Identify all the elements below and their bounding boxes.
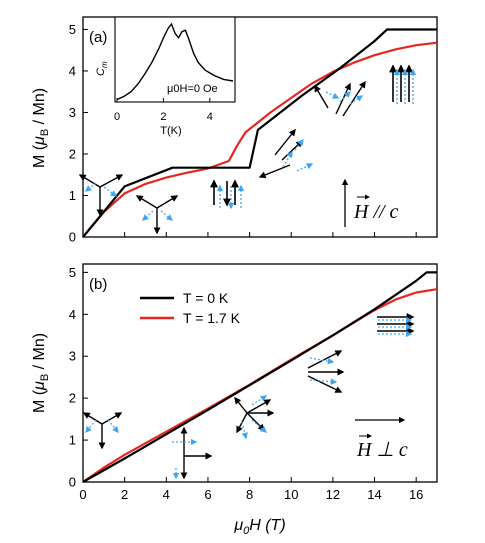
panel-b-y-ticks: 0 1 2 3 4 5: [69, 265, 88, 490]
inset-y-label: Cm: [95, 61, 109, 76]
y-tick-label: 3: [69, 105, 76, 120]
inset-annotation: μ0H=0 Oe: [167, 83, 218, 95]
x-tick-label: 12: [326, 487, 340, 502]
spin-config-b-canted: [307, 350, 345, 393]
x-tick-label: 0: [79, 487, 86, 502]
spin-config-b-yshape: [172, 426, 213, 480]
series-line-T1.7K: [82, 41, 438, 238]
y-tick-label: 0: [69, 475, 76, 490]
legend-label-1.7K: T = 1.7 K: [183, 310, 241, 326]
y-tick-label: 2: [69, 146, 76, 161]
y-tick-label: 4: [69, 63, 76, 78]
panel-b-curves: [82, 271, 438, 483]
spin-config-b-120deg: [82, 412, 123, 450]
spin-config-b-fan: [234, 395, 275, 440]
panel-b-frame: [82, 263, 438, 483]
panel-b-x-ticks: 0 2 4 6 8 10 12 14 16: [79, 477, 423, 502]
legend: T = 0 K T = 1.7 K: [140, 290, 241, 326]
y-tick-label: 4: [69, 307, 76, 322]
inset-x-label: T(K): [160, 125, 181, 137]
spin-configs-b: [82, 313, 415, 480]
panel-a-y-ticks: 0 1 2 3 4 5: [69, 22, 88, 245]
field-label-b: H ⊥ c: [356, 439, 408, 461]
panel-a-frame: [82, 16, 438, 238]
x-tick-label: 6: [204, 487, 211, 502]
spin-config-2-1: [258, 128, 314, 179]
x-tick-label: 2: [121, 487, 128, 502]
x-tick-label: 16: [409, 487, 423, 502]
series-line-T0K: [82, 28, 437, 238]
x-tick-label: 10: [284, 487, 298, 502]
y-tick-label: 1: [69, 188, 76, 203]
field-label-a: H // c: [353, 201, 399, 223]
field-direction-a: H // c: [341, 178, 399, 227]
inset-specific-heat: 0 2 4 Cm T(K) μ0H=0 Oe: [95, 16, 236, 137]
y-tick-label: 0: [69, 230, 76, 245]
x-tick-label: 8: [246, 487, 253, 502]
y-tick-label: 1: [69, 433, 76, 448]
inset-x-tick-label: 2: [160, 111, 166, 123]
spin-config-b-saturated: [377, 313, 415, 338]
series-line-T0K: [82, 271, 437, 483]
panel-a-label: (a): [89, 29, 107, 46]
panel-a-y-axis-label: M (μB / Mn): [31, 88, 51, 168]
spin-configs-a: [78, 64, 417, 235]
panel-a-curves: [82, 28, 438, 238]
spin-config-uud: [210, 179, 245, 210]
spin-config-saturated: [389, 64, 417, 104]
panel-b-label: (b): [89, 276, 107, 293]
panel-b-x-axis-label: μ0H (T): [233, 517, 285, 537]
x-tick-label: 4: [163, 487, 170, 502]
spin-config-umbrella: [135, 195, 179, 235]
field-direction-b: H ⊥ c: [355, 416, 408, 461]
y-tick-label: 5: [69, 265, 76, 280]
panel-a: 0 1 2 3 4 5 (a) M (μB / Mn) 0 2 4 Cm T(K) μ0H=0…: [31, 16, 438, 245]
y-tick-label: 3: [69, 349, 76, 364]
y-tick-label: 2: [69, 391, 76, 406]
spin-config-canted: [314, 80, 366, 117]
y-tick-label: 5: [69, 22, 76, 37]
legend-label-0K: T = 0 K: [183, 290, 229, 306]
inset-x-tick-label: 0: [114, 111, 120, 123]
x-tick-label: 14: [367, 487, 381, 502]
spin-config-120deg: [78, 174, 124, 217]
inset-x-tick-label: 4: [207, 111, 213, 123]
inset-curve: [116, 22, 234, 101]
inset-x-ticks: 0 2 4: [114, 98, 213, 123]
panel-a-x-ticks: [82, 232, 417, 237]
panel-b-y-axis-label: M (μB / Mn): [31, 333, 51, 413]
